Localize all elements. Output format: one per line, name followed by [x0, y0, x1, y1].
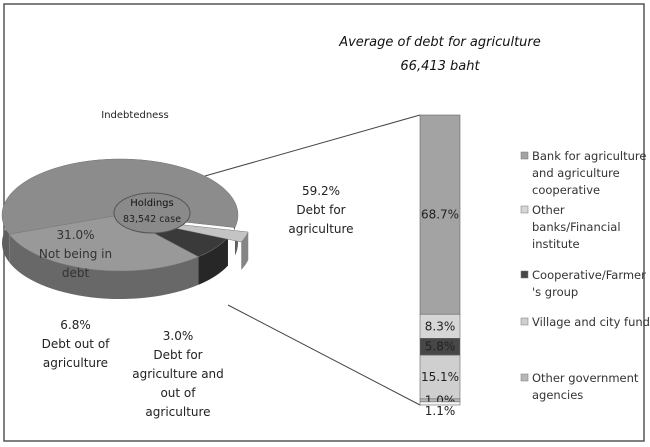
- legend-entry: Bank for agriculture and agriculture coo…: [532, 149, 647, 197]
- bar-subtitle: 66,413 baht: [400, 59, 480, 74]
- value-label: 59.2%: [301, 184, 341, 198]
- legend-swatch: [520, 317, 529, 326]
- pie-side: [198, 237, 228, 285]
- legend-entry: Other government agencies: [532, 371, 639, 402]
- legend-swatch: [520, 270, 529, 279]
- value-label: 31.0%: [56, 228, 95, 242]
- legend-swatch: [520, 373, 529, 382]
- value-label: 15.1%: [421, 370, 459, 384]
- slice-label: Not being in debt: [38, 247, 113, 280]
- value-label: 1.1%: [425, 404, 456, 418]
- legend-entry: Village and city fund: [532, 315, 650, 329]
- bar-title: Average of debt for agriculture: [338, 35, 541, 50]
- value-label: 6.8%: [60, 318, 91, 332]
- bar-segment: [419, 401, 461, 406]
- bar-segment: [419, 313, 461, 339]
- center-label: Holdings: [130, 198, 173, 209]
- slice-label: Debt for agriculture and out of agricult…: [132, 348, 224, 419]
- pie-slice: [8, 214, 200, 272]
- value-label: 8.3%: [425, 319, 456, 333]
- pie-side: [241, 232, 249, 271]
- center-value: 83,542 case: [123, 214, 181, 225]
- bar-segment: [419, 354, 461, 400]
- connector: [227, 304, 421, 406]
- legend-swatch: [520, 151, 529, 160]
- pie-title: Indebtedness: [101, 110, 169, 121]
- bar-segment: [419, 114, 461, 315]
- slice-label: Debt for agriculture: [288, 203, 354, 236]
- center-ellipse: [113, 192, 191, 234]
- legend-entry: Other banks/Financial institute: [532, 203, 621, 251]
- connector: [204, 114, 421, 177]
- legend-entry: Cooperative/Farmer 's group: [532, 268, 646, 299]
- value-label: 68.7%: [421, 208, 459, 222]
- value-label: 3.0%: [162, 329, 194, 343]
- pie-side: [9, 234, 199, 299]
- slice-label: Debt out of agriculture: [41, 337, 110, 370]
- value-label: 5.8%: [425, 340, 456, 354]
- legend-swatch: [520, 205, 529, 214]
